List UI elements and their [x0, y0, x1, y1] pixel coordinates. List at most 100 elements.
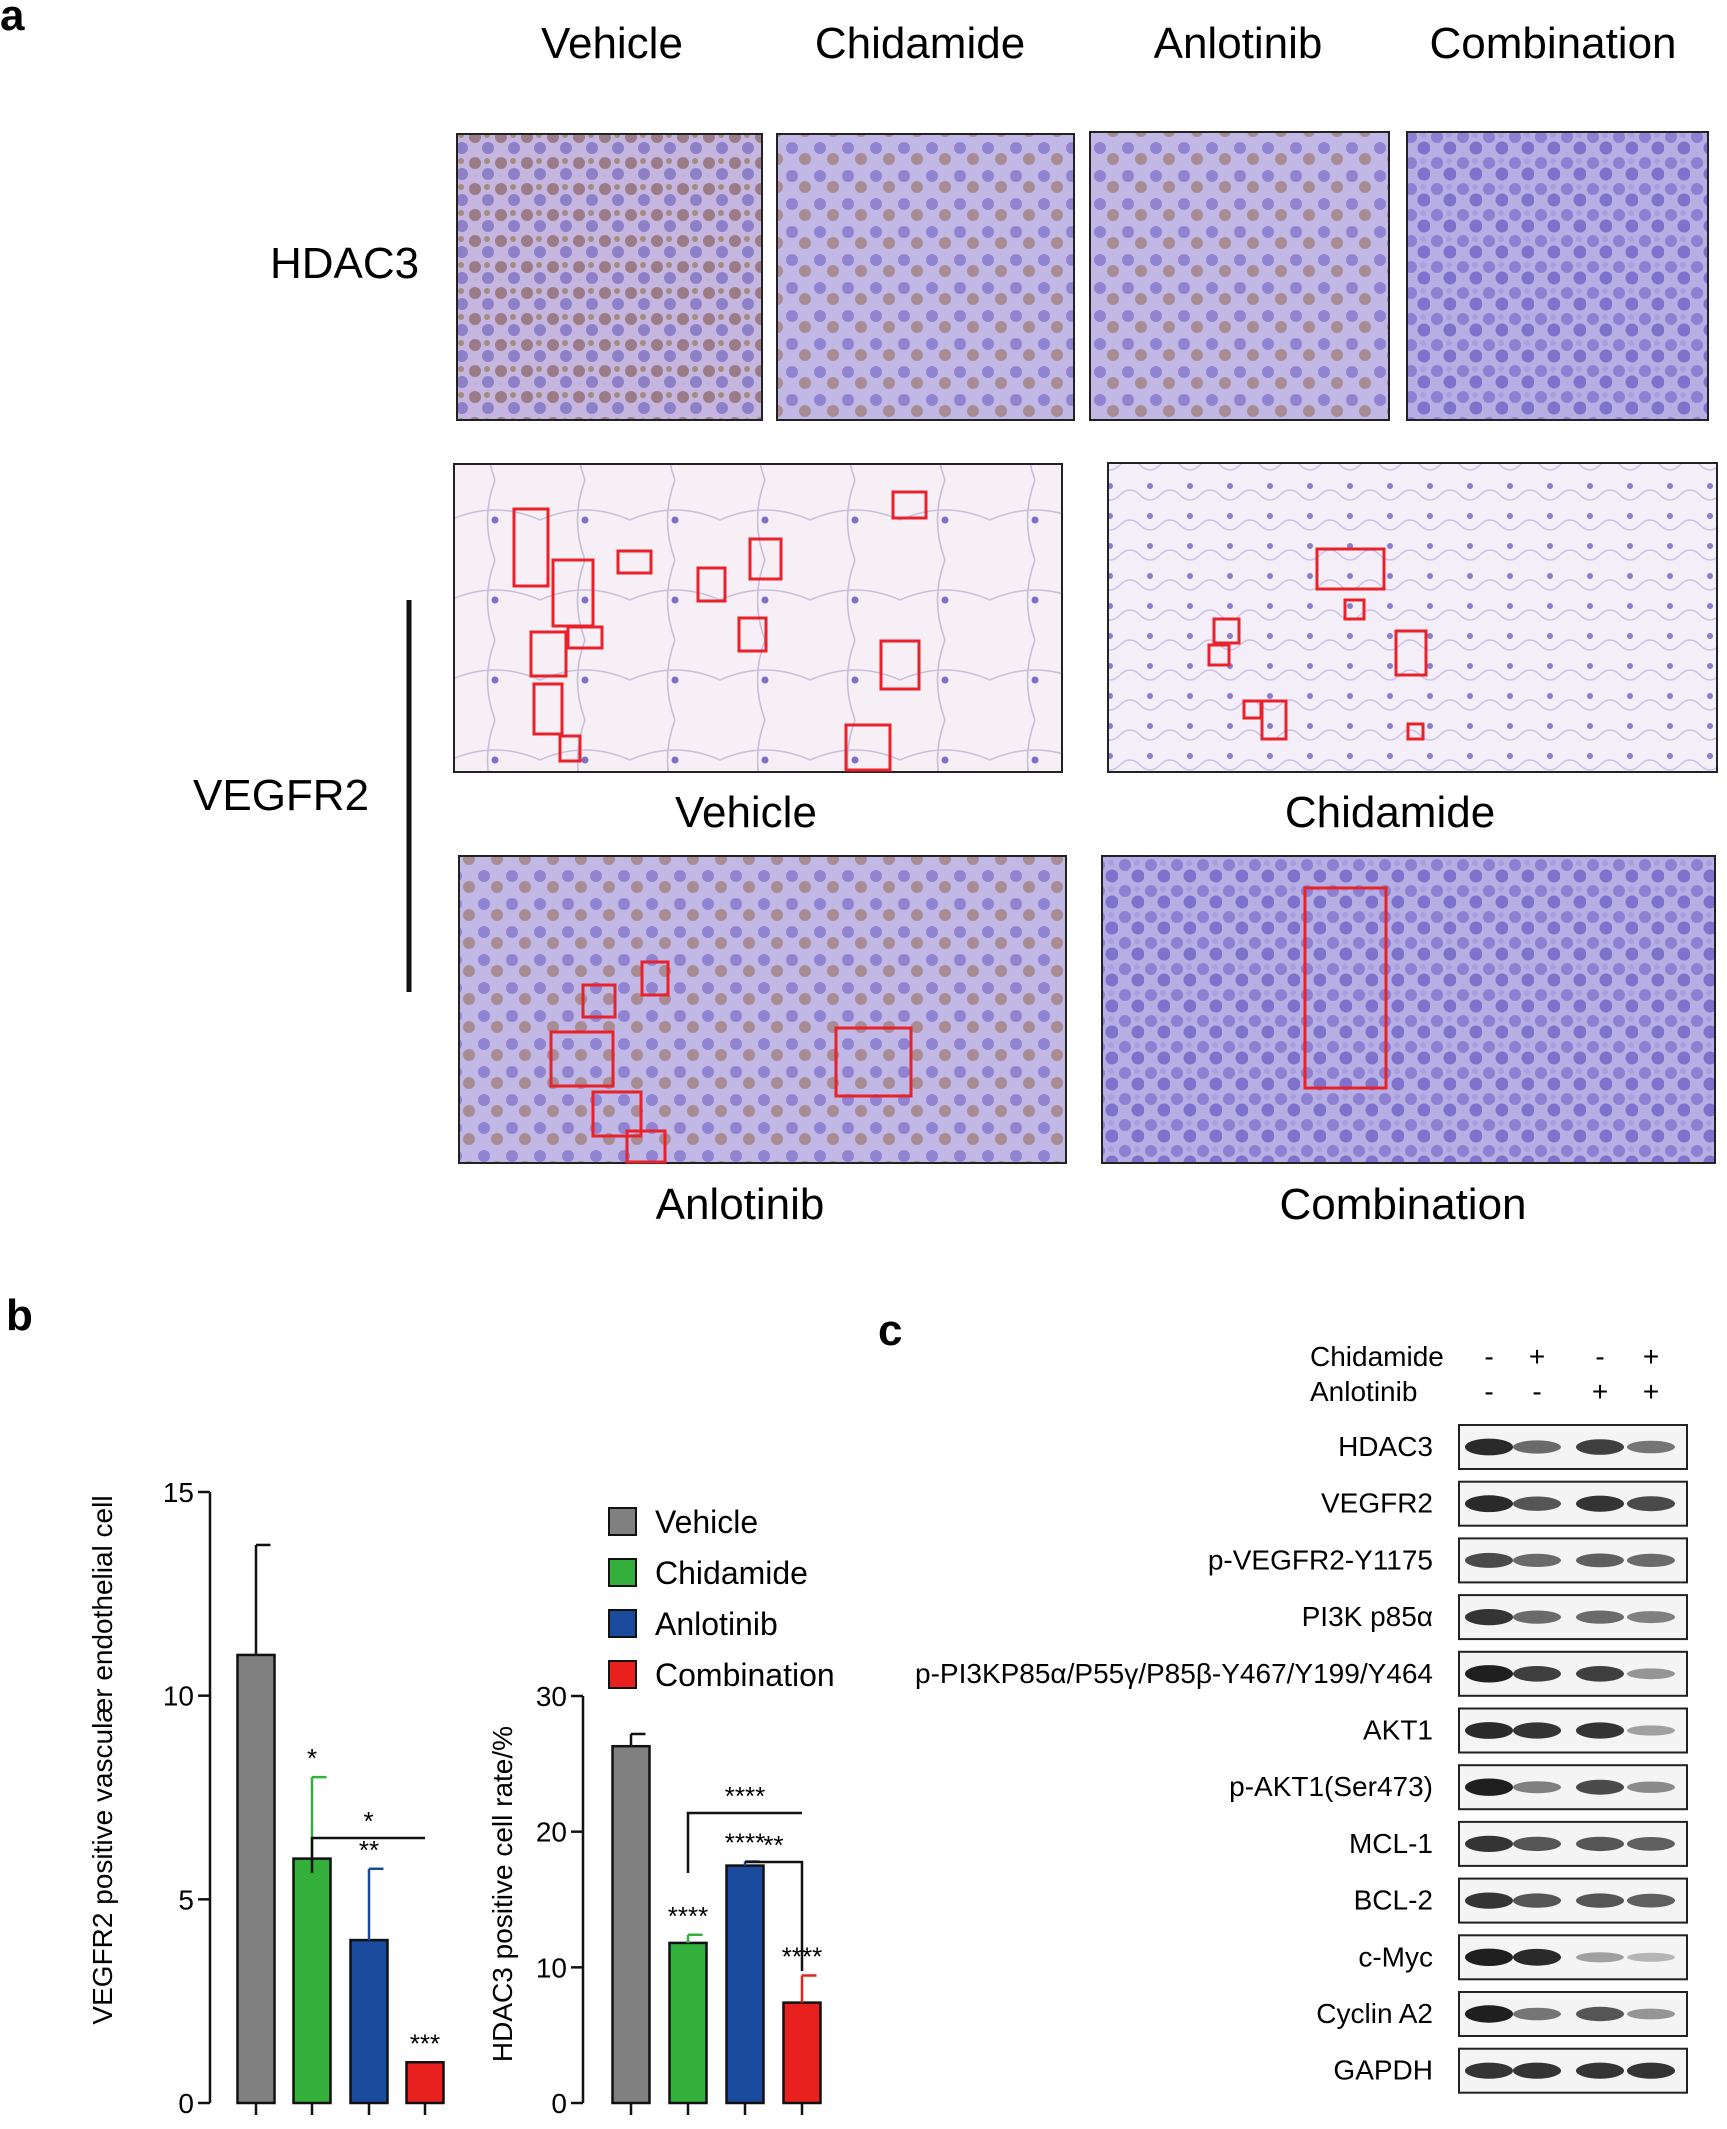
blot-band	[1465, 1552, 1513, 1568]
bar-chidamide	[292, 1857, 332, 2105]
blot-band	[1627, 1837, 1675, 1851]
blot-label: Cyclin A2	[1316, 1998, 1433, 2029]
blot-band	[1627, 2008, 1675, 2020]
y-tick-label: 30	[536, 1681, 567, 1712]
blot-label: c-Myc	[1358, 1941, 1433, 1972]
blot-band	[1513, 1553, 1561, 1567]
panel-a-letter: a	[0, 0, 25, 40]
y-axis-label: VEGFR2 positive vasculær endothelial cel…	[87, 1495, 118, 2024]
vegfr2-anlotinib-marker-boxes	[549, 960, 913, 1164]
legend-swatch-combination	[608, 1660, 637, 1689]
column-header-vehicle: Vehicle	[541, 19, 683, 68]
blot-band	[1513, 1440, 1561, 1454]
chart-legend: Vehicle Chidamide Anlotinib Combination	[608, 1504, 835, 1693]
blot-band	[1627, 1553, 1675, 1567]
blot-label: MCL-1	[1349, 1828, 1433, 1859]
y-tick-label: 10	[163, 1681, 194, 1712]
blot-band	[1627, 2062, 1675, 2079]
blot-band	[1465, 1892, 1513, 1909]
blot-band	[1513, 1496, 1561, 1511]
blot-band	[1576, 1495, 1624, 1512]
blot-band	[1513, 1666, 1561, 1682]
blot-band	[1627, 1781, 1675, 1793]
blot-band	[1513, 1893, 1561, 1908]
y-tick-label: 10	[536, 1952, 567, 1983]
blot-band	[1627, 1893, 1675, 1908]
y-tick-label: 0	[178, 2088, 194, 2119]
bar-anlotinib	[725, 1864, 765, 2105]
blot-band	[1513, 1610, 1561, 1624]
treatment-sign: -	[1532, 1376, 1541, 1407]
blot-band	[1465, 1948, 1513, 1967]
blot-band	[1576, 1952, 1624, 1963]
blot-band	[1576, 1779, 1624, 1795]
treatment-sign: +	[1643, 1341, 1659, 1372]
treatment-sign: +	[1592, 1376, 1608, 1407]
vegfr2-caption-combination: Combination	[1279, 1180, 1526, 1229]
significance-label: **	[359, 1835, 379, 1865]
row-label-vegfr2: VEGFR2	[193, 771, 369, 820]
y-tick-label: 20	[536, 1817, 567, 1848]
blot-label: PI3K p85α	[1302, 1601, 1433, 1632]
blot-band	[1465, 2005, 1513, 2023]
blot-band	[1465, 1835, 1513, 1852]
blot-band	[1576, 1893, 1624, 1908]
blot-label: p-AKT1(Ser473)	[1229, 1771, 1433, 1802]
bracket-label: **	[763, 1830, 783, 1860]
bracket-label: *	[363, 1806, 373, 1836]
hdac3-image-vehicle	[456, 133, 763, 421]
bracket-label: ****	[725, 1781, 765, 1811]
vegfr2-caption-anlotinib: Anlotinib	[656, 1180, 825, 1229]
row-label-hdac3: HDAC3	[270, 239, 419, 288]
y-tick-label: 5	[178, 1884, 194, 1915]
blot-band	[1576, 1439, 1624, 1455]
bar-anlotinib	[349, 1938, 389, 2105]
legend-label-vehicle: Vehicle	[655, 1504, 758, 1540]
legend-label-chidamide: Chidamide	[655, 1555, 808, 1591]
blot-band	[1627, 1611, 1675, 1624]
blot-label: VEGFR2	[1321, 1488, 1433, 1519]
blot-band	[1513, 2062, 1561, 2079]
vegfr2-chidamide-marker-boxes	[1207, 547, 1428, 741]
treatment-sign: +	[1643, 1376, 1659, 1407]
blot-band	[1513, 1722, 1561, 1739]
blot-band	[1627, 1496, 1675, 1512]
hdac3-positive-rate-bar-chart: 0 10 20 30 **** **** **** HDAC3 positive cell r…	[487, 1681, 822, 2119]
bar-vehicle	[236, 1653, 276, 2105]
bar-combination	[782, 2001, 822, 2105]
blot-band	[1627, 1440, 1675, 1454]
blot-band	[1576, 1836, 1624, 1852]
blot-band	[1465, 1665, 1513, 1683]
legend-swatch-chidamide	[608, 1558, 637, 1587]
blot-label: p-VEGFR2-Y1175	[1208, 1544, 1433, 1575]
y-axis-label: HDAC3 positive cell rate/%	[487, 1726, 518, 2062]
bar-vehicle	[611, 1744, 651, 2105]
blot-band	[1513, 1836, 1561, 1852]
blot-label: BCL-2	[1354, 1885, 1433, 1916]
vegfr2-caption-vehicle: Vehicle	[675, 788, 817, 837]
significance-bracket	[686, 1811, 802, 1873]
treatment-label-anlotinib: Anlotinib	[1310, 1376, 1417, 1407]
blot-label: GAPDH	[1333, 2055, 1433, 2086]
treatment-sign: -	[1595, 1341, 1604, 1372]
blot-band	[1576, 1666, 1624, 1682]
blot-label: AKT1	[1363, 1715, 1433, 1746]
legend-label-combination: Combination	[655, 1657, 835, 1693]
hdac3-image-chidamide	[776, 133, 1075, 421]
panel-c-letter: c	[878, 1306, 902, 1355]
hdac3-image-combination	[1406, 131, 1709, 421]
blot-band	[1576, 1722, 1624, 1739]
vegfr2-combination-marker-box	[1303, 886, 1388, 1090]
blot-band	[1576, 2006, 1624, 2022]
blot-band	[1465, 1778, 1513, 1796]
blot-band	[1627, 1668, 1675, 1680]
blot-label: p-PI3KP85α/P55γ/P85β-Y467/Y199/Y464	[915, 1658, 1433, 1689]
significance-bracket	[745, 1860, 804, 1971]
column-header-chidamide: Chidamide	[815, 19, 1025, 68]
treatment-sign: +	[1529, 1341, 1545, 1372]
vegfr2-image-anlotinib	[458, 855, 1067, 1164]
blot-band	[1576, 1553, 1624, 1568]
vegfr2-image-combination	[1101, 855, 1716, 1164]
